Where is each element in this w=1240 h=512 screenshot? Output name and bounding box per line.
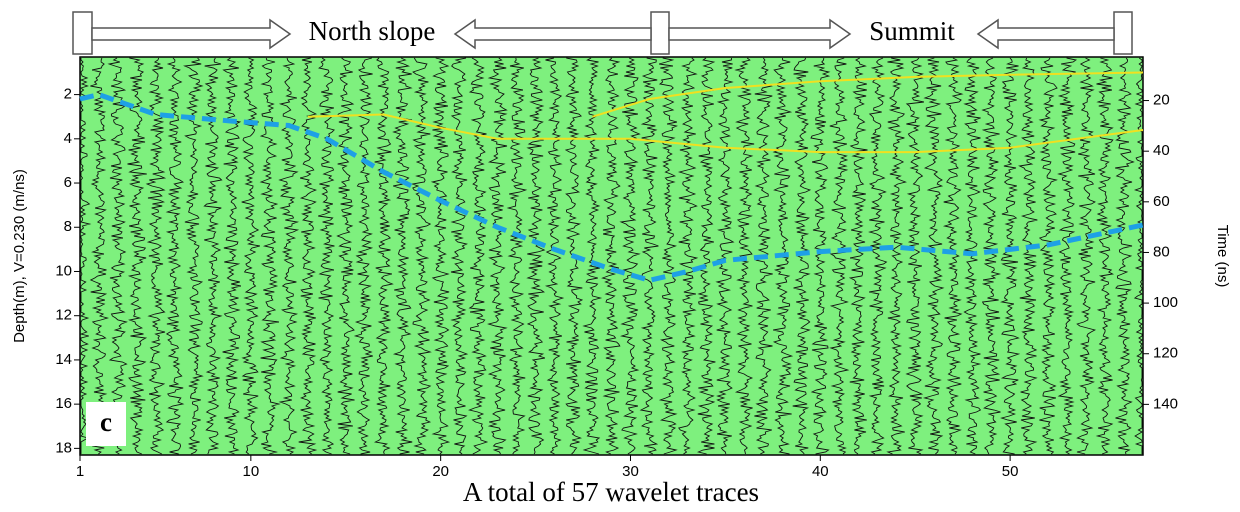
trace	[1076, 57, 1097, 455]
y2-tick-label: 40	[1153, 142, 1170, 159]
panel-label: c	[100, 407, 112, 437]
y-tick-label: 12	[55, 307, 72, 324]
trace	[1115, 57, 1135, 455]
trace	[715, 57, 735, 455]
trace	[582, 57, 603, 455]
y-tick-label: 2	[64, 86, 72, 103]
panel-label-box	[86, 402, 126, 446]
trace	[829, 57, 850, 455]
marker-box	[1113, 11, 1133, 55]
trace	[203, 57, 223, 455]
trace	[639, 57, 659, 455]
y2-axis-label: Time (ns)	[1214, 225, 1231, 288]
trace	[1057, 57, 1077, 455]
trace	[353, 57, 374, 455]
trace	[318, 57, 335, 455]
y2-tick-label: 120	[1153, 345, 1178, 362]
trace	[544, 57, 565, 455]
y-tick-label: 18	[55, 439, 72, 456]
marker-box	[72, 11, 93, 55]
trace	[89, 57, 110, 455]
x-tick-label: 30	[622, 463, 639, 480]
y2-tick-label: 60	[1153, 193, 1170, 210]
y2-tick-label: 140	[1153, 395, 1178, 412]
trace	[810, 57, 831, 455]
trace	[468, 57, 489, 455]
trace	[942, 57, 964, 455]
trace	[1000, 57, 1021, 455]
arrow	[976, 18, 1115, 50]
region-label: North slope	[309, 16, 436, 46]
trace	[658, 57, 678, 455]
x-tick-label: 40	[812, 463, 829, 480]
interface-line	[79, 92, 1144, 283]
trace	[165, 57, 185, 455]
y-tick-label: 8	[64, 218, 72, 235]
banner	[72, 11, 1133, 55]
interface-line	[307, 113, 1144, 154]
x-tick-label: 20	[432, 463, 449, 480]
y-tick-label: 16	[55, 395, 72, 412]
wavelet-traces	[79, 57, 1144, 455]
y2-tick-label: 20	[1153, 92, 1170, 109]
trace	[336, 57, 355, 455]
trace	[392, 57, 413, 455]
region-label: Summit	[869, 16, 955, 46]
trace	[1133, 57, 1144, 454]
trace	[696, 57, 716, 455]
marker-box	[650, 11, 670, 55]
trace	[145, 57, 167, 455]
trace	[278, 57, 300, 455]
trace	[450, 57, 469, 455]
trace	[922, 57, 945, 455]
trace	[183, 57, 204, 455]
x-tick-label: 50	[1002, 463, 1019, 480]
plot-frame	[79, 56, 1144, 456]
trace	[487, 57, 508, 455]
trace	[905, 57, 924, 455]
y2-tick-label: 100	[1153, 294, 1178, 311]
y-tick-label: 10	[55, 262, 72, 279]
trace	[868, 57, 888, 455]
interface-line	[592, 71, 1144, 118]
arrow	[453, 18, 652, 50]
trace	[526, 57, 546, 455]
trace	[107, 57, 128, 455]
trace	[981, 57, 1002, 455]
trace	[848, 57, 868, 455]
x-tick-label: 1	[76, 463, 84, 480]
y-tick-label: 4	[64, 130, 72, 147]
trace	[734, 57, 755, 455]
trace	[886, 57, 907, 455]
y-tick-label: 14	[55, 351, 72, 368]
trace	[619, 57, 641, 455]
trace	[298, 57, 318, 455]
trace	[373, 57, 394, 455]
trace	[1038, 57, 1058, 455]
arrow	[668, 18, 852, 50]
trace	[430, 57, 451, 455]
y-tick-label: 6	[64, 174, 72, 191]
trace	[79, 58, 92, 454]
trace	[222, 57, 242, 455]
trace	[677, 57, 699, 455]
x-axis-label: A total of 57 wavelet traces	[463, 477, 759, 507]
y2-tick-label: 80	[1153, 243, 1170, 260]
y-axis-label: Depth(m), V=0.230 (m/ns)	[11, 169, 28, 343]
trace	[1095, 57, 1114, 455]
x-tick-label: 10	[242, 463, 259, 480]
trace	[1018, 57, 1038, 455]
trace	[127, 57, 148, 455]
trace	[601, 57, 621, 455]
arrow	[91, 18, 292, 50]
trace	[506, 57, 528, 455]
